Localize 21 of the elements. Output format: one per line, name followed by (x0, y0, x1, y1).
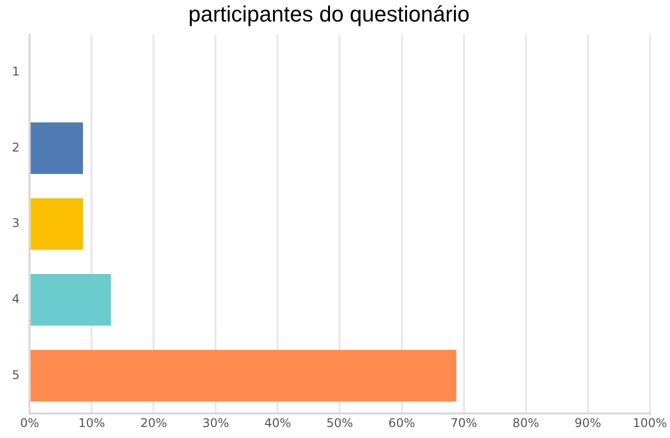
bar (30, 122, 83, 174)
x-tick-label: 40% (264, 416, 292, 430)
x-tick-label: 30% (202, 416, 230, 430)
bar (30, 350, 456, 402)
y-tick-label: 4 (12, 292, 20, 306)
bar (30, 198, 83, 250)
chart-title: participantes do questionário (188, 1, 470, 26)
x-tick-label: 20% (140, 416, 168, 430)
x-tick-label: 100% (632, 416, 668, 430)
y-tick-label: 2 (12, 140, 20, 154)
bar (30, 274, 111, 326)
x-tick-label: 10% (78, 416, 105, 430)
y-tick-label: 5 (12, 368, 20, 382)
x-tick-label: 80% (512, 416, 540, 430)
x-tick-label: 90% (574, 416, 602, 430)
y-tick-label: 1 (12, 64, 20, 78)
y-tick-label: 3 (12, 216, 20, 230)
x-tick-label: 0% (20, 416, 40, 430)
x-tick-label: 70% (450, 416, 478, 430)
x-tick-label: 60% (388, 416, 416, 430)
x-tick-label: 50% (326, 416, 354, 430)
